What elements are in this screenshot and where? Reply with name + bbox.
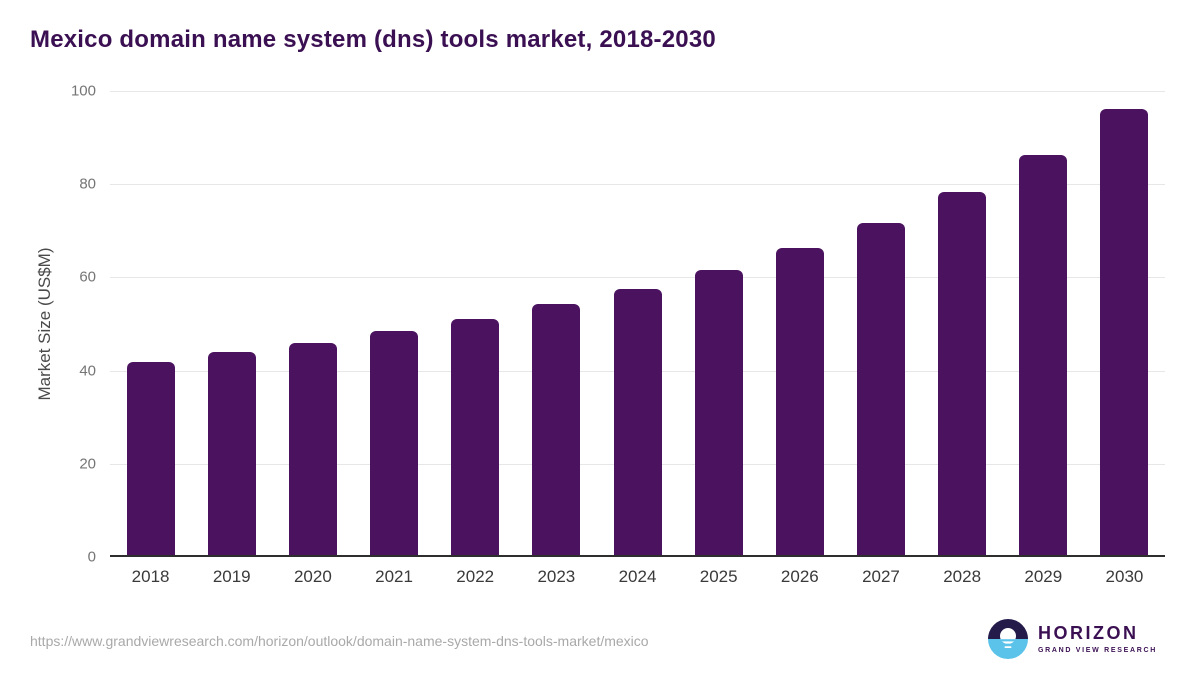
bar-cell-2027 xyxy=(840,91,921,555)
source-url: https://www.grandviewresearch.com/horizo… xyxy=(30,633,649,649)
bar-cell-2018 xyxy=(110,91,191,555)
x-tick-label-2025: 2025 xyxy=(699,567,738,586)
x-tick-label-2027: 2027 xyxy=(862,567,900,586)
bar-cell-2028 xyxy=(922,91,1003,555)
y-tick-label-80: 80 xyxy=(79,175,96,193)
x-tick-label-2022: 2022 xyxy=(456,567,495,586)
bar-cell-2025 xyxy=(678,91,759,555)
x-tick-label-2026: 2026 xyxy=(780,567,819,586)
bar-2020[interactable] xyxy=(288,342,337,555)
logo-subbrand: GRAND VIEW RESEARCH xyxy=(1037,646,1157,654)
x-tick-label-2023: 2023 xyxy=(537,567,576,586)
x-tick-label-2018: 2018 xyxy=(131,567,170,586)
plot-area xyxy=(110,91,1165,557)
x-tick-label-2019: 2019 xyxy=(212,567,251,586)
y-tick-label-40: 40 xyxy=(79,362,96,380)
y-tick-label-60: 60 xyxy=(79,268,96,286)
bar-2021[interactable] xyxy=(370,331,419,555)
x-tick-label-2024: 2024 xyxy=(618,567,657,586)
bar-2023[interactable] xyxy=(532,304,581,555)
bar-cell-2020 xyxy=(272,91,353,555)
x-tick-label-2028: 2028 xyxy=(943,567,982,586)
bar-cell-2022 xyxy=(435,91,516,555)
bar-2018[interactable] xyxy=(126,361,175,555)
bar-cell-2021 xyxy=(353,91,434,555)
x-tick-label-2020: 2020 xyxy=(293,567,332,586)
horizon-logo: HORIZON GRAND VIEW RESEARCH xyxy=(987,619,1157,659)
bar-2019[interactable] xyxy=(207,352,256,555)
bar-2024[interactable] xyxy=(613,289,662,555)
gridline-60 xyxy=(110,277,1165,279)
bar-cell-2026 xyxy=(759,91,840,555)
x-tick-label-2021: 2021 xyxy=(375,567,413,586)
bar-2029[interactable] xyxy=(1019,155,1068,555)
bar-series xyxy=(110,91,1165,555)
y-tick-label-100: 100 xyxy=(70,82,96,100)
horizon-logo-icon xyxy=(987,619,1028,659)
chart-title: Mexico domain name system (dns) tools ma… xyxy=(30,26,716,53)
bar-2027[interactable] xyxy=(856,223,905,555)
y-axis-ticks: 0 20 40 60 80 100 xyxy=(0,83,96,566)
y-tick-label-20: 20 xyxy=(79,455,96,473)
bar-cell-2019 xyxy=(191,91,272,555)
bar-2022[interactable] xyxy=(451,318,500,555)
gridline-80 xyxy=(110,184,1165,186)
x-tick-label-2030: 2030 xyxy=(1105,567,1144,586)
x-tick-label-2029: 2029 xyxy=(1024,567,1063,586)
bar-2026[interactable] xyxy=(775,248,824,555)
logo-text: HORIZON GRAND VIEW RESEARCH xyxy=(1037,623,1157,654)
bar-cell-2023 xyxy=(516,91,597,555)
bar-cell-2029 xyxy=(1003,91,1084,555)
gridline-100 xyxy=(110,91,1165,92)
bar-2025[interactable] xyxy=(694,269,743,555)
bar-cell-2024 xyxy=(597,91,678,555)
bar-cell-2030 xyxy=(1084,91,1165,555)
bar-2028[interactable] xyxy=(938,191,987,555)
bar-2030[interactable] xyxy=(1100,108,1149,555)
logo-brand: HORIZON xyxy=(1037,623,1139,644)
x-axis-ticks: 2018 2019 2020 2021 2022 2023 2024 2025 2026 2027… xyxy=(110,567,1165,587)
y-tick-label-0: 0 xyxy=(87,548,96,566)
